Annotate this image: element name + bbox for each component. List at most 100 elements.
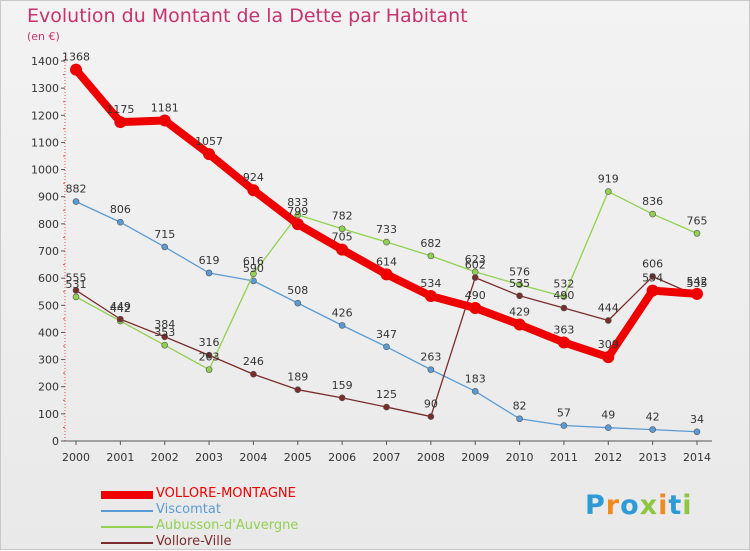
data-point [205, 269, 213, 277]
y-tick-label: 800 [38, 218, 59, 231]
data-point [649, 426, 656, 433]
data-label: 426 [332, 306, 353, 319]
data-point [380, 268, 393, 281]
data-point [557, 336, 570, 349]
data-point [560, 293, 568, 300]
logo-letter: i [682, 490, 693, 521]
x-tick-label: 2013 [639, 451, 667, 464]
data-point [516, 292, 523, 300]
data-label: 554 [642, 272, 663, 285]
data-point [114, 116, 127, 129]
data-point [383, 403, 390, 411]
series-3 [72, 273, 701, 420]
data-label: 189 [287, 371, 308, 384]
logo-letter: t [668, 490, 683, 521]
data-point [424, 290, 437, 303]
data-point [338, 225, 346, 233]
data-label: 449 [110, 300, 131, 313]
series-2 [72, 188, 701, 373]
data-point [336, 243, 349, 256]
data-label: 159 [332, 379, 353, 392]
data-point [691, 287, 703, 300]
x-tick-label: 2014 [683, 451, 711, 464]
y-tick-label: 600 [38, 272, 59, 285]
legend-swatch [101, 526, 153, 528]
data-label: 614 [376, 255, 397, 268]
logo-letter: P [585, 490, 606, 521]
data-label: 1368 [62, 51, 90, 64]
data-label: 490 [553, 289, 574, 302]
data-label: 765 [687, 214, 708, 227]
data-label: 1181 [151, 101, 179, 114]
x-tick-label: 2002 [151, 451, 179, 464]
legend-label: Viscomtat [156, 502, 221, 517]
data-point [294, 211, 302, 219]
data-point [427, 366, 435, 373]
data-label: 623 [465, 253, 486, 266]
data-label: 806 [110, 203, 131, 216]
data-label: 534 [420, 277, 441, 290]
data-point [649, 210, 656, 218]
data-point [646, 284, 659, 297]
data-label: 924 [243, 171, 264, 184]
y-axis-unit: (en €) [27, 30, 60, 43]
data-point [294, 299, 302, 307]
data-label: 733 [376, 223, 397, 236]
data-label: 309 [598, 338, 619, 351]
legend-swatch [101, 491, 153, 499]
data-point [693, 428, 701, 436]
data-point [560, 304, 568, 312]
x-tick-label: 2001 [106, 451, 134, 464]
data-label: 347 [376, 328, 397, 341]
data-point [117, 315, 124, 323]
data-label: 353 [154, 326, 175, 339]
data-point [161, 243, 169, 251]
series-0 [70, 63, 703, 364]
data-label: 535 [509, 277, 530, 290]
legend-swatch [101, 542, 153, 544]
data-label: 882 [66, 183, 87, 196]
data-label: 125 [376, 388, 397, 401]
legend-swatch [101, 510, 153, 512]
data-point [516, 415, 523, 423]
data-label: 263 [199, 351, 220, 364]
data-label: 57 [557, 407, 571, 420]
data-point [203, 148, 216, 161]
data-point [294, 386, 302, 394]
data-point [338, 322, 346, 329]
data-point [560, 422, 568, 429]
legend-label: VOLLORE-MONTAGNE [156, 486, 296, 501]
data-point [602, 351, 615, 364]
data-point [205, 366, 213, 373]
x-tick-label: 2007 [373, 451, 401, 464]
data-point [158, 114, 171, 127]
legend-label: Aubusson-d'Auvergne [156, 518, 299, 533]
data-point [338, 394, 346, 402]
data-label: 363 [553, 323, 574, 336]
y-tick-label: 100 [38, 408, 59, 421]
data-point [72, 293, 80, 301]
data-point [693, 230, 701, 237]
data-label: 682 [420, 237, 441, 250]
logo-letter: o [620, 490, 640, 521]
data-label: 555 [66, 271, 87, 284]
data-label: 836 [642, 195, 663, 208]
data-label: 183 [465, 372, 486, 385]
y-tick-label: 700 [38, 245, 59, 258]
logo-letter: x [639, 490, 659, 521]
data-label: 616 [243, 255, 264, 268]
data-label: 833 [287, 196, 308, 209]
data-point [117, 218, 124, 226]
x-tick-label: 2006 [328, 451, 356, 464]
x-tick-label: 2005 [284, 451, 312, 464]
data-label: 576 [509, 266, 530, 279]
chart-title: Evolution du Montant de la Dette par Hab… [27, 5, 468, 27]
data-label: 542 [687, 275, 708, 288]
y-tick-label: 200 [38, 381, 59, 394]
data-label: 799 [287, 205, 308, 218]
data-label: 442 [110, 302, 131, 315]
data-point [72, 198, 80, 205]
y-tick-label: 0 [52, 435, 59, 448]
data-point [469, 302, 482, 314]
